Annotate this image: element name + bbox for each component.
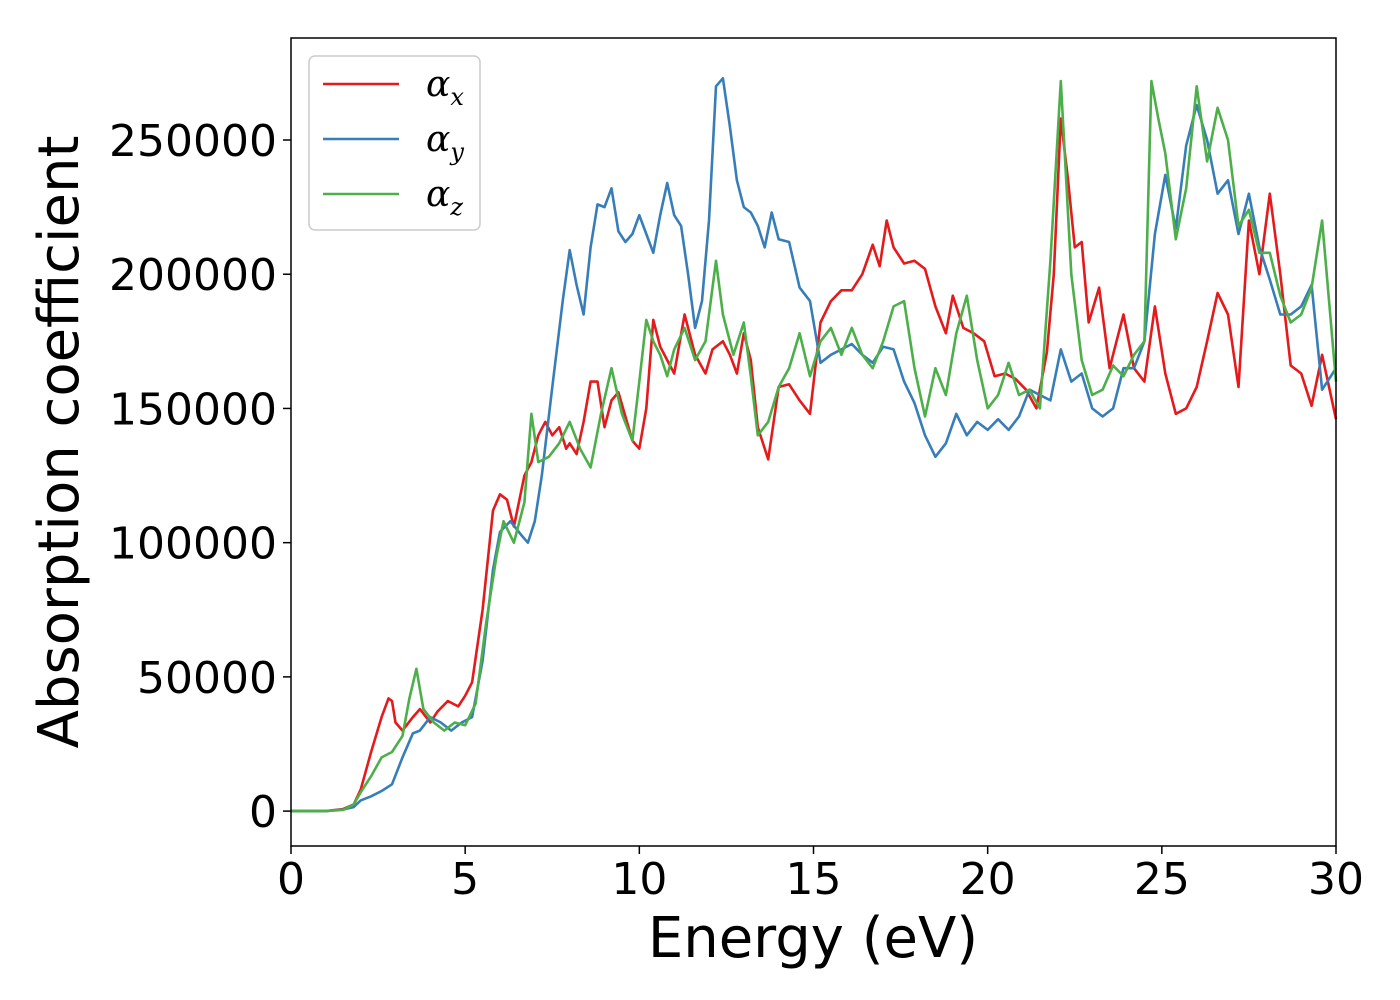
x-tick-label: 25 [1134, 854, 1190, 905]
y-tick-label: 0 [249, 787, 277, 838]
y-tick-label: 250000 [109, 116, 277, 167]
x-axis-title: Energy (eV) [648, 906, 978, 971]
series-layer [291, 77, 1338, 813]
y-tick-label: 50000 [137, 653, 277, 704]
x-tick-label: 20 [960, 854, 1016, 905]
x-tick-label: 10 [611, 854, 667, 905]
x-tick-label: 15 [786, 854, 842, 905]
y-axis-ticks: 0 50000 100000 150000 200000 250000 [109, 116, 291, 838]
x-axis-ticks: 0 5 10 15 20 25 30 [277, 846, 1364, 905]
y-tick-label: 150000 [109, 384, 277, 435]
x-tick-label: 5 [451, 854, 479, 905]
y-tick-label: 200000 [109, 250, 277, 301]
x-tick-label: 0 [277, 854, 305, 905]
series-line-z [291, 79, 1338, 813]
x-tick-label: 30 [1308, 854, 1364, 905]
legend-frame [308, 55, 481, 231]
y-axis-title: Absorption coefficient [27, 136, 92, 749]
y-tick-label: 100000 [109, 519, 277, 570]
